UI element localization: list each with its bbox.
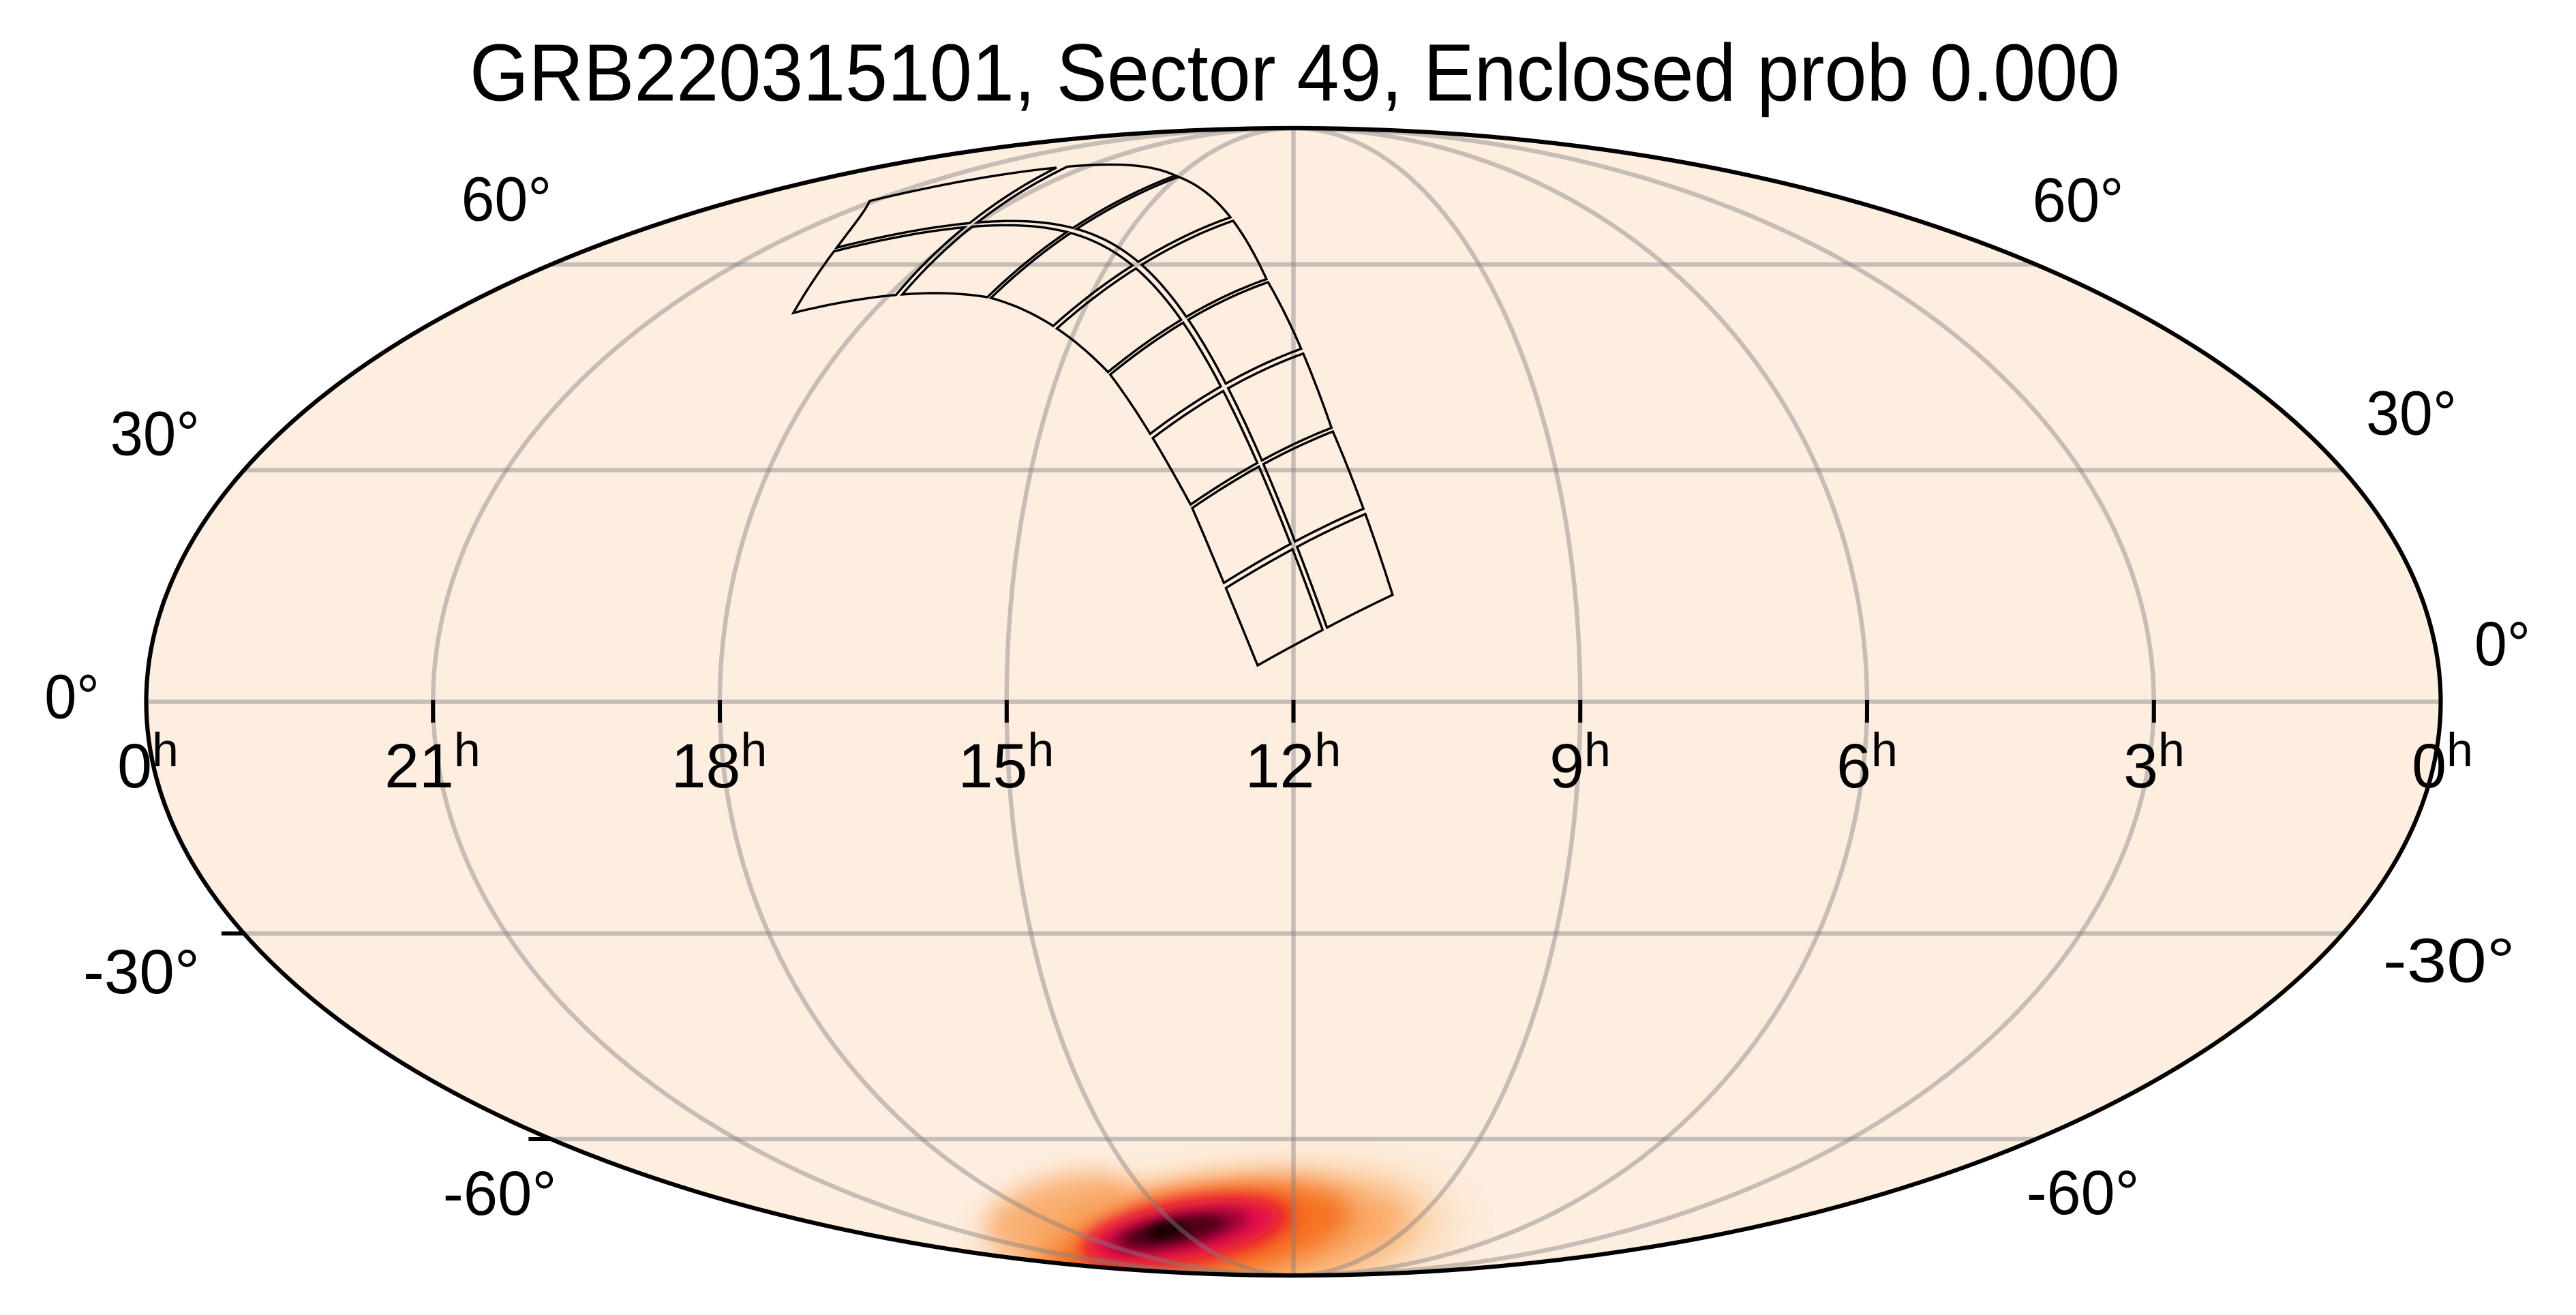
svg-text:30°: 30° — [110, 399, 200, 468]
svg-text:30°: 30° — [2366, 379, 2457, 449]
svg-text:-60°: -60° — [443, 1159, 557, 1228]
svg-text:-30°: -30° — [83, 937, 200, 1007]
svg-text:60°: 60° — [2033, 166, 2124, 235]
svg-text:12h: 12h — [1245, 723, 1342, 801]
svg-text:18h: 18h — [671, 723, 768, 801]
svg-text:GRB220315101, Sector 49, Enclo: GRB220315101, Sector 49, Enclosed prob 0… — [470, 28, 2120, 119]
svg-text:0°: 0° — [2474, 609, 2530, 679]
svg-text:60°: 60° — [461, 165, 552, 235]
svg-text:0°: 0° — [44, 663, 100, 732]
svg-text:-60°: -60° — [2027, 1158, 2140, 1228]
svg-text:-30°: -30° — [2383, 926, 2515, 996]
